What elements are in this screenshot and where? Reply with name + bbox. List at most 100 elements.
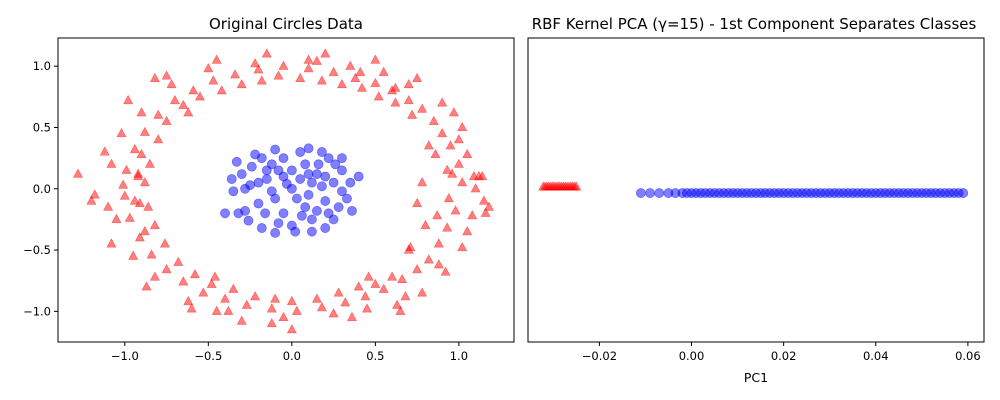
circle-point	[295, 147, 306, 157]
triangle-point	[417, 287, 428, 297]
circle-point	[337, 165, 347, 176]
triangle-point	[363, 271, 374, 281]
triangle-point	[273, 70, 284, 80]
triangle-point	[437, 127, 448, 138]
circle-point	[270, 228, 281, 238]
triangle-point	[390, 97, 401, 107]
circle-point	[323, 208, 334, 219]
circle-point	[320, 196, 331, 206]
triangle-point	[86, 195, 97, 205]
triangle-point	[278, 311, 289, 322]
triangle-point	[442, 222, 453, 232]
triangle-point	[103, 201, 114, 211]
x-axis-label: PC1	[744, 370, 768, 385]
triangle-point	[186, 303, 197, 313]
circle-point	[260, 208, 271, 219]
circle-point	[353, 171, 364, 182]
triangle-point	[448, 107, 459, 117]
triangle-point	[236, 315, 247, 325]
triangle-point	[99, 146, 110, 156]
circle-point	[306, 177, 317, 188]
panel-kernel-pca: RBF Kernel PCA (γ=15) - 1st Component Se…	[527, 15, 985, 385]
triangle-point	[360, 291, 371, 301]
circle-point	[291, 193, 302, 204]
triangle-point	[129, 195, 140, 205]
plot-marks	[73, 48, 494, 334]
triangle-point	[442, 164, 453, 174]
triangle-point	[478, 195, 489, 205]
triangle-point	[183, 107, 194, 117]
triangle-point	[428, 115, 439, 125]
triangle-point	[173, 256, 184, 266]
circle-point	[345, 177, 356, 188]
circle-point	[303, 143, 314, 154]
circle-point	[323, 153, 334, 164]
triangle-point	[118, 179, 129, 189]
triangle-point	[397, 273, 408, 284]
triangle-point	[336, 78, 347, 89]
x-tick-label: 1.0	[450, 349, 468, 363]
triangle-point	[412, 264, 423, 274]
circle-point	[337, 153, 347, 164]
triangle-point	[266, 317, 277, 328]
triangle-point	[139, 177, 150, 187]
triangle-point	[468, 170, 479, 181]
triangle-point	[139, 226, 150, 236]
triangle-point	[316, 75, 327, 85]
triangle-point	[571, 181, 582, 191]
circle-point	[312, 205, 322, 216]
y-tick-label: 0.0	[33, 182, 51, 196]
x-tick-label: −1.0	[111, 349, 139, 363]
triangle-point	[387, 271, 398, 281]
triangle-point	[134, 197, 145, 208]
circle-point	[250, 149, 260, 160]
circle-point	[256, 223, 267, 233]
triangle-point	[230, 69, 241, 79]
x-tick-label: 0.02	[771, 349, 797, 363]
triangle-point	[303, 54, 314, 64]
circle-point	[317, 147, 327, 157]
triangle-point	[467, 210, 478, 220]
triangle-point	[250, 291, 261, 301]
triangle-point	[143, 201, 154, 211]
x-tick-label: 0.04	[863, 349, 889, 363]
triangle-point	[480, 207, 491, 217]
circle-point	[253, 177, 264, 188]
panel-original-circles: Original Circles Data −1.0 −0.5 0.0 0.5 1.0−…	[23, 15, 515, 363]
y-tick-label: 1.0	[33, 59, 51, 73]
triangle-point	[228, 283, 239, 293]
circle-point	[342, 193, 352, 204]
triangle-point	[483, 201, 494, 211]
y-tick-label: −0.5	[23, 243, 51, 257]
circle-point	[958, 188, 969, 198]
circle-point	[290, 226, 301, 237]
triangle-point	[183, 295, 194, 306]
circle-point	[330, 159, 341, 170]
triangle-point	[433, 238, 444, 248]
triangle-point	[390, 82, 401, 92]
triangle-point	[266, 303, 277, 313]
triangle-point	[153, 109, 164, 119]
triangle-point	[124, 212, 135, 222]
triangle-point	[121, 164, 132, 174]
triangle-point	[437, 97, 448, 107]
triangle-point	[149, 72, 160, 83]
triangle-point	[211, 305, 222, 315]
triangle-point	[139, 126, 150, 136]
axis-ticks: −1.0 −0.5 0.0 0.5 1.0 −1.0 −0.5 0.0 0.5 1.0	[23, 59, 468, 363]
triangle-point	[106, 158, 117, 168]
triangle-point	[346, 311, 357, 322]
circle-point	[231, 156, 242, 167]
triangle-point	[278, 60, 289, 70]
triangle-point	[407, 109, 418, 119]
triangle-point	[412, 72, 423, 83]
triangle-point	[169, 94, 180, 105]
triangle-point	[417, 103, 428, 113]
circle-point	[240, 183, 250, 194]
triangle-point	[378, 66, 389, 76]
triangle-point	[128, 250, 139, 260]
triangle-point	[295, 72, 306, 83]
triangle-point	[73, 168, 84, 178]
triangle-point	[178, 99, 189, 109]
